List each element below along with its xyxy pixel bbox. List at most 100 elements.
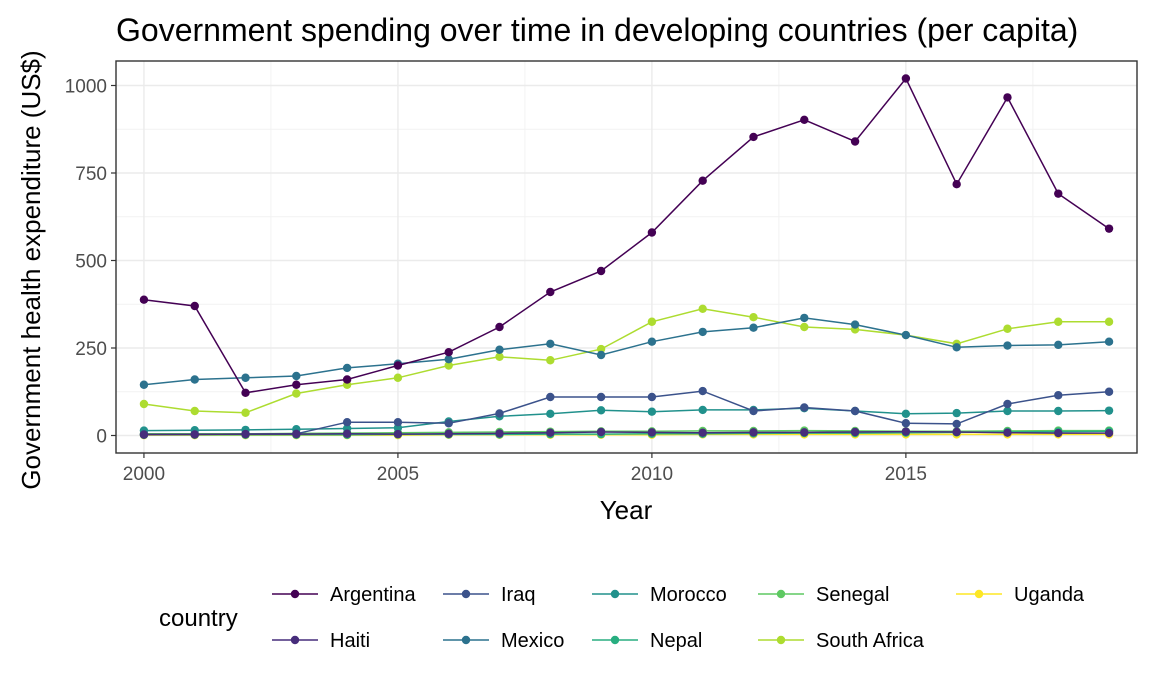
legend-label: South Africa — [816, 630, 925, 652]
data-point — [241, 388, 250, 397]
data-point — [596, 344, 606, 354]
legend-item-mexico: Mexico — [443, 630, 564, 652]
legend: country Argentina Haiti Iraq Mexico Morocco N… — [159, 584, 1085, 652]
data-point — [596, 392, 606, 402]
series-line — [143, 390, 1110, 436]
data-point — [1003, 428, 1012, 437]
data-point — [342, 375, 352, 384]
legend-key-point — [974, 589, 984, 599]
panel-background — [116, 61, 1137, 453]
legend-key-point — [776, 635, 786, 645]
series-iraq — [139, 386, 1114, 439]
data-point — [393, 429, 403, 439]
panel-border — [115, 60, 1138, 454]
legend-item-nepal: Nepal — [592, 630, 702, 652]
data-point — [1054, 317, 1063, 326]
series-haiti — [139, 427, 1114, 439]
data-point — [342, 429, 352, 438]
data-point — [698, 327, 707, 337]
legend-item-morocco: Morocco — [592, 584, 727, 606]
data-point — [647, 317, 657, 326]
data-point — [1003, 406, 1012, 416]
legend-label: Argentina — [330, 584, 416, 606]
data-point — [901, 409, 911, 418]
legend-item-south-africa: South Africa — [758, 630, 925, 652]
data-point — [698, 428, 707, 437]
data-point — [1104, 337, 1114, 346]
data-point — [749, 323, 758, 332]
data-point — [546, 356, 555, 365]
data-point — [546, 392, 555, 402]
chart-title: Government spending over time in develop… — [116, 12, 1078, 48]
legend-item-argentina: Argentina — [272, 584, 416, 606]
data-point — [1003, 399, 1012, 409]
data-point — [698, 304, 707, 313]
data-point — [850, 137, 860, 146]
data-point — [241, 373, 250, 382]
data-point — [901, 419, 911, 428]
data-point — [749, 132, 758, 142]
legend-key-point — [610, 589, 620, 599]
data-point — [444, 419, 453, 428]
data-point — [800, 428, 809, 437]
data-point — [495, 345, 504, 354]
data-point — [139, 380, 149, 389]
series-line — [143, 317, 1110, 386]
data-point — [901, 330, 911, 340]
y-tick-label: 750 — [75, 164, 107, 185]
series-layer — [139, 74, 1114, 440]
data-point — [901, 74, 911, 83]
data-point — [850, 406, 860, 416]
x-axis-title: Year — [600, 495, 653, 525]
data-point — [546, 409, 555, 418]
data-point — [1003, 93, 1012, 102]
data-point — [850, 320, 860, 329]
data-point — [596, 427, 606, 437]
legend-key-point — [610, 635, 620, 645]
data-point — [1104, 224, 1114, 233]
data-point — [647, 392, 657, 402]
data-point — [190, 375, 199, 384]
data-point — [1104, 317, 1114, 326]
data-point — [1054, 428, 1063, 438]
data-point — [952, 180, 961, 189]
data-point — [342, 363, 352, 373]
x-tick-label: 2000 — [123, 464, 165, 485]
data-point — [596, 266, 606, 276]
series-line — [143, 407, 1110, 432]
series-line — [143, 77, 1110, 394]
data-point — [800, 115, 809, 125]
series-line — [143, 430, 1110, 436]
data-point — [546, 339, 555, 348]
data-point — [546, 287, 555, 297]
data-point — [393, 373, 403, 382]
data-point — [850, 427, 860, 437]
data-point — [901, 427, 911, 436]
data-point — [800, 322, 809, 332]
series-line — [143, 308, 1110, 414]
data-point — [1104, 428, 1114, 438]
data-point — [952, 427, 961, 437]
data-point — [1054, 391, 1063, 400]
data-point — [190, 301, 199, 311]
legend-label: Uganda — [1014, 584, 1085, 606]
legend-title: country — [159, 605, 238, 632]
data-point — [698, 176, 707, 185]
data-point — [647, 407, 657, 416]
data-point — [495, 429, 504, 438]
data-point — [342, 418, 352, 427]
data-point — [1104, 406, 1114, 415]
data-point — [139, 399, 149, 409]
x-tick-label: 2005 — [377, 464, 419, 485]
legend-key-point — [290, 589, 300, 599]
data-point — [952, 408, 961, 418]
data-point — [495, 352, 504, 361]
legend-key-point — [290, 635, 300, 645]
legend-item-iraq: Iraq — [443, 584, 535, 606]
legend-key-point — [776, 589, 786, 599]
y-tick-label: 0 — [96, 427, 107, 448]
data-point — [698, 386, 707, 396]
data-point — [292, 380, 301, 389]
y-axis: 0 250 500 750 1000 — [65, 77, 116, 448]
